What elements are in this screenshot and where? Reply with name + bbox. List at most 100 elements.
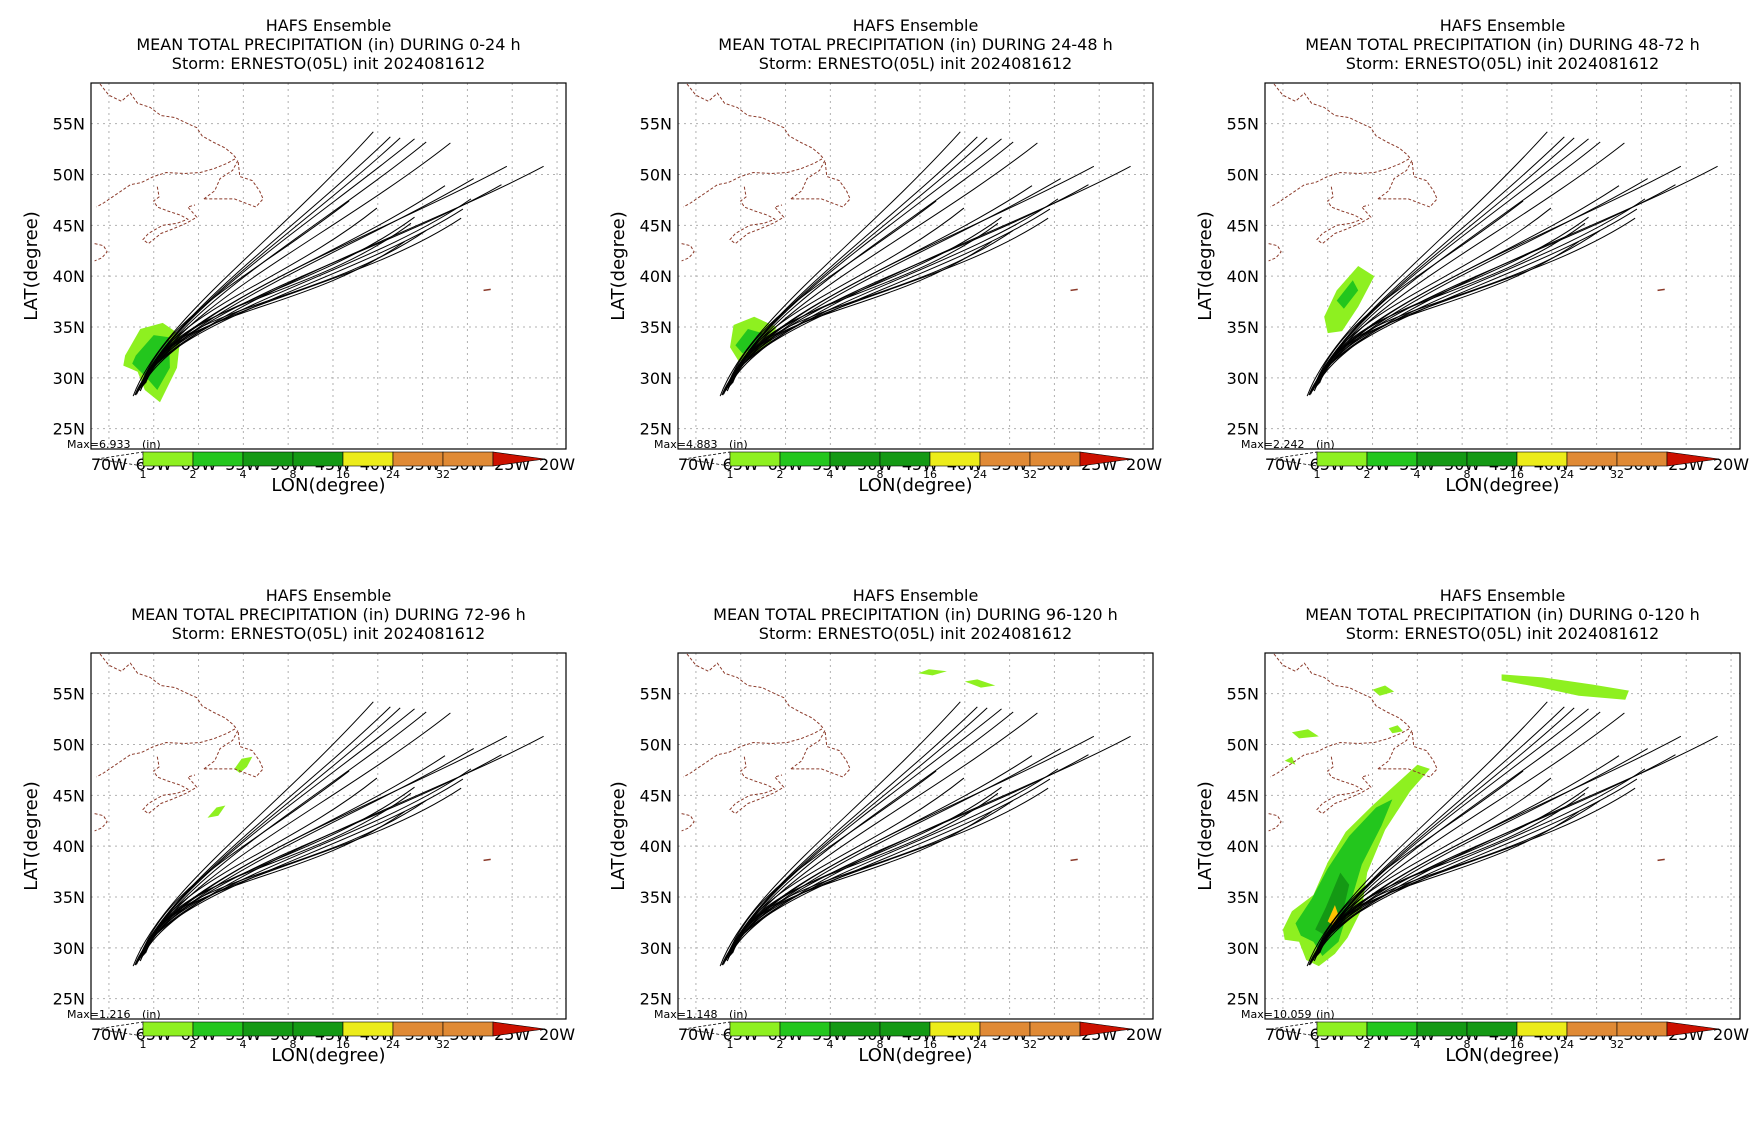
colorbar-tick-label: 8 xyxy=(1464,1038,1471,1051)
colorbar-tick-label: 4 xyxy=(1414,468,1421,481)
ensemble-track xyxy=(144,216,415,383)
ensemble-track xyxy=(1312,138,1589,391)
colorbar-tick-label: 4 xyxy=(240,468,247,481)
colorbar-tick-label: 2 xyxy=(190,1038,197,1051)
x-tick-label: 70W xyxy=(1265,1025,1301,1044)
ensemble-track xyxy=(729,241,992,385)
ensemble-track xyxy=(138,198,472,392)
ensemble-track xyxy=(729,142,1038,387)
panel-title-line1: HAFS Ensemble xyxy=(853,586,979,605)
ensemble-track xyxy=(721,778,1051,966)
colorbar-tick-label: 32 xyxy=(1023,1038,1037,1051)
y-axis-label: LAT(degree) xyxy=(21,781,42,890)
coastline xyxy=(790,728,851,778)
colorbar-segment xyxy=(1366,1021,1418,1037)
y-axis-label: LAT(degree) xyxy=(21,211,42,320)
precip-region xyxy=(1291,729,1319,739)
x-axis-label: LON(degree) xyxy=(271,1045,385,1066)
colorbar-segment xyxy=(1616,451,1668,467)
ensemble-track xyxy=(138,200,350,389)
y-tick-label: 30N xyxy=(1227,939,1259,958)
colorbar-tick-label: 16 xyxy=(1510,468,1524,481)
colorbar-segment xyxy=(979,1021,1031,1037)
ensemble-track xyxy=(146,230,427,381)
coastline xyxy=(1316,186,1372,245)
island-mark xyxy=(1657,288,1665,292)
y-tick-label: 30N xyxy=(640,939,672,958)
ensemble-track xyxy=(146,222,412,379)
coastline xyxy=(1270,83,1411,208)
colorbar-segment xyxy=(342,1021,394,1037)
colorbar-tick-label: 24 xyxy=(1560,1038,1574,1051)
y-tick-label: 55N xyxy=(1227,115,1259,134)
x-tick-label: 70W xyxy=(1265,455,1301,474)
ensemble-track xyxy=(724,137,988,393)
coastline xyxy=(1316,756,1372,815)
precip-region xyxy=(735,329,763,354)
ensemble-track xyxy=(725,138,1002,391)
ensemble-track xyxy=(140,711,427,959)
colorbar-tick-label: 1 xyxy=(727,468,734,481)
ensemble-track xyxy=(1306,131,1548,397)
ensemble-track xyxy=(731,216,1002,383)
colorbar-tick-label: 16 xyxy=(336,1038,350,1051)
ensemble-track xyxy=(137,707,401,963)
x-tick-label: 20W xyxy=(539,455,575,474)
colorbar-segment xyxy=(929,1021,981,1037)
colorbar-tick-label: 8 xyxy=(290,1038,297,1051)
ensemble-track xyxy=(138,770,350,959)
precip-region xyxy=(964,679,996,688)
y-tick-label: 55N xyxy=(53,685,85,704)
ensemble-track xyxy=(139,735,544,962)
y-tick-label: 30N xyxy=(53,939,85,958)
x-tick-label: 70W xyxy=(678,455,714,474)
ensemble-track xyxy=(1314,207,1552,387)
ensemble-track xyxy=(1316,811,1579,955)
ensemble-track xyxy=(719,131,961,397)
y-tick-label: 35N xyxy=(53,888,85,907)
island-mark xyxy=(1172,919,1175,921)
colorbar-max-label: Max=1.148 xyxy=(654,1008,717,1021)
ensemble-track xyxy=(138,138,415,391)
y-tick-label: 25N xyxy=(1227,990,1259,1009)
x-tick-label: 20W xyxy=(1713,1025,1749,1044)
colorbar-segment xyxy=(392,1021,444,1037)
plot-frame xyxy=(90,82,567,450)
colorbar-segment xyxy=(342,451,394,467)
colorbar-tick-label: 24 xyxy=(973,1038,987,1051)
ensemble-track xyxy=(727,207,965,387)
y-tick-label: 45N xyxy=(53,216,85,235)
panel-title-line2: MEAN TOTAL PRECIPITATION (in) DURING 0-1… xyxy=(1305,605,1699,624)
panel-title-line3: Storm: ERNESTO(05L) init 2024081612 xyxy=(1346,624,1659,643)
colorbar-unit-label: (in) xyxy=(729,438,748,451)
coastline xyxy=(203,158,264,208)
coastline xyxy=(1270,653,1411,778)
colorbar-segment xyxy=(1416,451,1468,467)
ensemble-track xyxy=(729,811,992,955)
ensemble-track xyxy=(145,217,462,384)
coastline xyxy=(1377,728,1438,778)
ensemble-track xyxy=(731,165,1095,385)
colorbar-unit-label: (in) xyxy=(1316,1008,1335,1021)
coastline xyxy=(681,813,695,832)
colorbar-segment xyxy=(142,1021,194,1037)
ensemble-track xyxy=(136,178,474,395)
plot-area xyxy=(1265,83,1740,449)
colorbar-overflow-arrow xyxy=(492,451,546,467)
coastline xyxy=(683,653,824,778)
x-tick-label: 20W xyxy=(1126,1025,1162,1044)
ensemble-track xyxy=(725,770,937,959)
colorbar-overflow-arrow xyxy=(1666,451,1720,467)
colorbar-segment xyxy=(1029,1021,1081,1037)
island-mark xyxy=(1657,858,1665,862)
colorbar-segment xyxy=(1466,1021,1518,1037)
colorbar-segment xyxy=(829,1021,881,1037)
x-axis-label: LON(degree) xyxy=(1445,475,1559,496)
colorbar-segment xyxy=(192,451,244,467)
y-tick-label: 35N xyxy=(1227,318,1259,337)
x-axis-label: LON(degree) xyxy=(858,1045,972,1066)
panel-title-line1: HAFS Ensemble xyxy=(853,16,979,35)
